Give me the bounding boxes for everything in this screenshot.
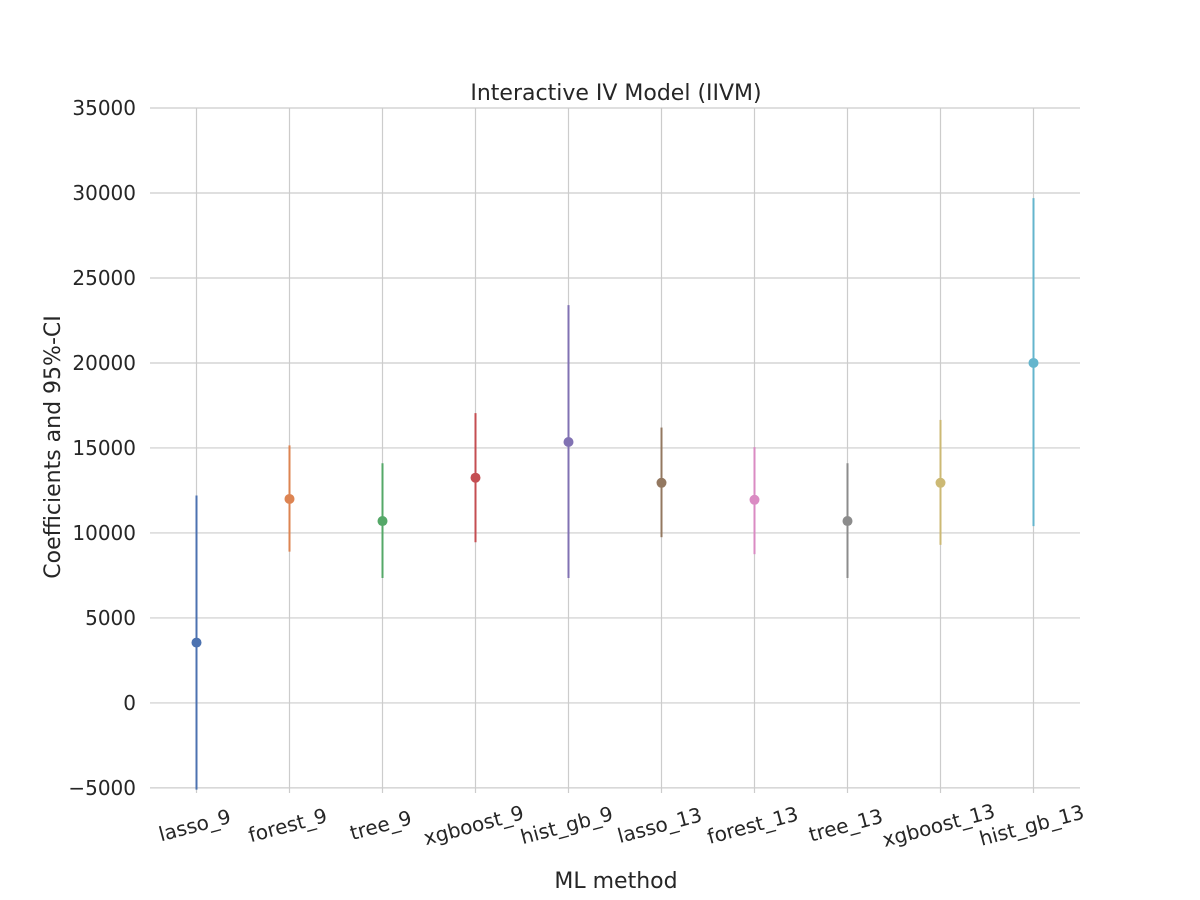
point-forest_13 xyxy=(749,494,760,505)
x-tick-label: lasso_13 xyxy=(615,802,705,848)
x-tick-label: lasso_9 xyxy=(156,804,233,846)
y-tick-label: 0 xyxy=(123,691,136,715)
point-forest_9 xyxy=(284,493,295,504)
x-tick-label: xgboost_9 xyxy=(421,800,526,850)
y-tick-label: 15000 xyxy=(72,436,136,460)
point-lasso_13 xyxy=(656,477,667,488)
y-tick-label: 25000 xyxy=(72,266,136,290)
point-xgboost_9 xyxy=(470,472,481,483)
y-tick-label: 35000 xyxy=(72,96,136,120)
y-axis-title: Coefficients and 95%-CI xyxy=(41,315,66,578)
point-hist_gb_9 xyxy=(563,437,574,448)
x-tick-label: tree_13 xyxy=(806,804,885,847)
y-axis-ticks: −5000 0 5000 10000 15000 20000 25000 30000 35000 xyxy=(68,96,136,800)
y-tick-label: 20000 xyxy=(72,351,136,375)
point-tree_13 xyxy=(842,516,853,527)
x-axis-title: ML method xyxy=(554,869,677,894)
point-tree_9 xyxy=(377,516,388,527)
plot-marks xyxy=(191,198,1039,790)
y-tick-label: −5000 xyxy=(68,776,136,800)
point-lasso_9 xyxy=(191,637,202,648)
y-tick-label: 30000 xyxy=(72,181,136,205)
chart-title: Interactive IV Model (IIVM) xyxy=(470,81,761,106)
y-tick-label: 5000 xyxy=(85,606,136,630)
x-tick-label: hist_gb_9 xyxy=(518,801,616,849)
point-xgboost_13 xyxy=(935,477,946,488)
x-tick-label: tree_9 xyxy=(347,805,414,844)
x-tick-label: forest_9 xyxy=(246,803,330,847)
point-hist_gb_13 xyxy=(1028,357,1039,368)
x-tick-label: xgboost_13 xyxy=(880,799,998,852)
x-tick-label: forest_13 xyxy=(705,802,801,849)
y-tick-label: 10000 xyxy=(72,521,136,545)
